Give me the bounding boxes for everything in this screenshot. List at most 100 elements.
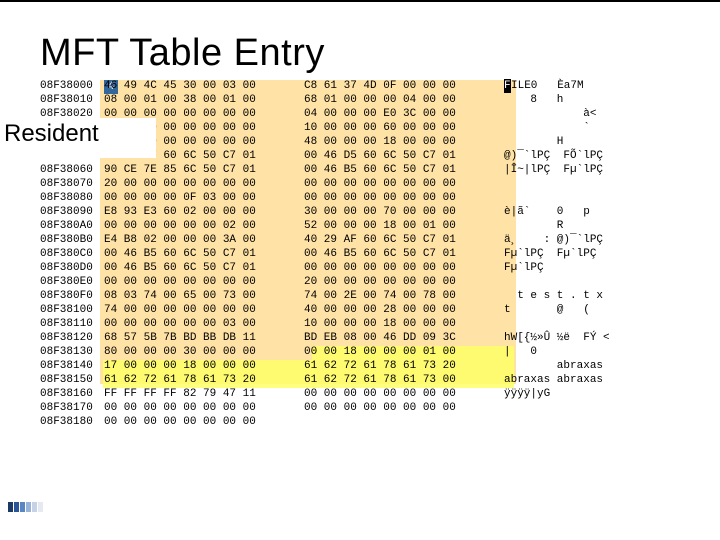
hex-left-cell: 00 00 00 00 00 00 00 00 — [104, 275, 304, 289]
addr-cell: 08F38140 — [40, 359, 104, 373]
hex-right-cell: 00 00 18 00 00 00 01 00 — [304, 345, 504, 359]
hex-left-cell: 00 00 00 00 00 00 00 00 — [104, 415, 304, 429]
hex-row: 08F3810074 00 00 00 00 00 00 00 40 00 00… — [40, 303, 680, 317]
slide-container: MFT Table Entry 4 08F3800046 49 4C 45 30… — [0, 0, 720, 540]
addr-cell: 08F38010 — [40, 93, 104, 107]
resident-overlay-box: Resident — [0, 118, 156, 158]
hex-right-cell: 10 00 00 00 60 00 00 00 — [304, 121, 504, 135]
hex-left-cell: 00 46 B5 60 6C 50 C7 01 — [104, 247, 304, 261]
ascii-cell: hW[{½»Û ½ë FÝ < — [504, 331, 680, 345]
ascii-cell: abraxas abraxas — [504, 373, 680, 387]
hex-left-cell: E8 93 E3 60 02 00 00 00 — [104, 205, 304, 219]
ascii-cell: Fµ`lPÇ Fµ`lPÇ — [504, 247, 680, 261]
ascii-cell: |Î~|lPÇ Fµ`lPÇ — [504, 163, 680, 177]
addr-cell: 08F38070 — [40, 177, 104, 191]
hex-right-cell: 04 00 00 00 E0 3C 00 00 — [304, 107, 504, 121]
ascii-cell: FILE0 Èa7M — [504, 79, 680, 93]
ascii-cell: è|ã` 0 p — [504, 205, 680, 219]
hex-row: 08F3801008 00 01 00 38 00 01 00 68 01 00… — [40, 93, 680, 107]
hex-left-cell: FF FF FF FF 82 79 47 11 — [104, 387, 304, 401]
addr-cell: 08F38180 — [40, 415, 104, 429]
hex-right-cell: 00 46 B5 60 6C 50 C7 01 — [304, 163, 504, 177]
hex-row: 08F3813080 00 00 00 30 00 00 00 00 00 18… — [40, 345, 680, 359]
ascii-cell: t e s t . t x — [504, 289, 680, 303]
hex-left-cell: 00 00 00 00 00 00 03 00 — [104, 317, 304, 331]
hex-row: 08F3812068 57 5B 7B BD BB DB 11 BD EB 08… — [40, 331, 680, 345]
hex-right-cell: 20 00 00 00 00 00 00 00 — [304, 275, 504, 289]
hex-row: 08F3807020 00 00 00 00 00 00 00 00 00 00… — [40, 177, 680, 191]
addr-cell: 08F38000 — [40, 79, 104, 93]
ascii-cell: 8 h — [504, 93, 680, 107]
resident-overlay-label: Resident — [4, 120, 99, 147]
slide-accent-bar — [8, 502, 44, 512]
slide-title: MFT Table Entry — [40, 32, 680, 75]
hex-row: 08F3814017 00 00 00 18 00 00 00 61 62 72… — [40, 359, 680, 373]
addr-cell: 08F380E0 — [40, 275, 104, 289]
ascii-cell: R — [504, 219, 680, 233]
hex-right-cell: 00 00 00 00 00 00 00 00 — [304, 191, 504, 205]
hex-right-cell: BD EB 08 00 46 DD 09 3C — [304, 331, 504, 345]
addr-cell: 08F38080 — [40, 191, 104, 205]
ascii-cell: | 0 — [504, 345, 680, 359]
hex-row: 08F3811000 00 00 00 00 00 03 00 10 00 00… — [40, 317, 680, 331]
hex-row: 08F3815061 62 72 61 78 61 73 20 61 62 72… — [40, 373, 680, 387]
ascii-cell: abraxas — [504, 359, 680, 373]
hex-left-cell: 08 03 74 00 65 00 73 00 — [104, 289, 304, 303]
hex-right-cell: 00 46 D5 60 6C 50 C7 01 — [304, 149, 504, 163]
accent-swatch — [32, 502, 37, 512]
ascii-cell: H — [504, 135, 680, 149]
hex-right-cell: 40 29 AF 60 6C 50 C7 01 — [304, 233, 504, 247]
hex-left-cell: 20 00 00 00 00 00 00 00 — [104, 177, 304, 191]
hex-row: 08F380E000 00 00 00 00 00 00 00 20 00 00… — [40, 275, 680, 289]
hex-row: 08F380B0E4 B8 02 00 00 00 3A 00 40 29 AF… — [40, 233, 680, 247]
hex-left-cell: 17 00 00 00 18 00 00 00 — [104, 359, 304, 373]
hex-right-cell: 61 62 72 61 78 61 73 00 — [304, 373, 504, 387]
hex-right-cell: C8 61 37 4D 0F 00 00 00 — [304, 79, 504, 93]
hex-row: 08F38160FF FF FF FF 82 79 47 11 00 00 00… — [40, 387, 680, 401]
hex-row: 08F380A000 00 00 00 00 00 02 00 52 00 00… — [40, 219, 680, 233]
hex-row: 08F380D000 46 B5 60 6C 50 C7 01 00 00 00… — [40, 261, 680, 275]
hex-row: 08F380F008 03 74 00 65 00 73 00 74 00 2E… — [40, 289, 680, 303]
addr-cell: 08F38170 — [40, 401, 104, 415]
hex-left-cell: 68 57 5B 7B BD BB DB 11 — [104, 331, 304, 345]
hex-left-cell: 61 62 72 61 78 61 73 20 — [104, 373, 304, 387]
hex-row: 08F3808000 00 00 00 0F 03 00 00 00 00 00… — [40, 191, 680, 205]
addr-cell: 08F380C0 — [40, 247, 104, 261]
accent-swatch — [14, 502, 19, 512]
hex-row: 08F3817000 00 00 00 00 00 00 00 00 00 00… — [40, 401, 680, 415]
ascii-cell: ` — [504, 121, 680, 135]
hex-left-cell: 00 46 B5 60 6C 50 C7 01 — [104, 261, 304, 275]
hex-left-cell: 00 00 00 00 00 00 02 00 — [104, 219, 304, 233]
hex-right-cell: 68 01 00 00 00 04 00 00 — [304, 93, 504, 107]
ascii-cell: @)¯`lPÇ FÕ`lPÇ — [504, 149, 680, 163]
hex-right-cell: 00 00 00 00 00 00 00 00 — [304, 177, 504, 191]
addr-cell: 08F38060 — [40, 163, 104, 177]
hex-right-cell: 10 00 00 00 18 00 00 00 — [304, 317, 504, 331]
hex-left-cell: E4 B8 02 00 00 00 3A 00 — [104, 233, 304, 247]
hex-right-cell: 52 00 00 00 18 00 01 00 — [304, 219, 504, 233]
hex-row: 08F3800046 49 4C 45 30 00 03 00 C8 61 37… — [40, 79, 680, 93]
ascii-cell: Fµ`lPÇ — [504, 261, 680, 275]
hex-right-cell: 00 00 00 00 00 00 00 00 — [304, 401, 504, 415]
addr-cell: 08F38120 — [40, 331, 104, 345]
accent-swatch — [38, 502, 43, 512]
hex-right-cell: 61 62 72 61 78 61 73 20 — [304, 359, 504, 373]
accent-swatch — [20, 502, 25, 512]
addr-cell: 08F38090 — [40, 205, 104, 219]
addr-cell: 08F38100 — [40, 303, 104, 317]
hex-row: 08F380C000 46 B5 60 6C 50 C7 01 00 46 B5… — [40, 247, 680, 261]
hex-row: 08F3806090 CE 7E 85 6C 50 C7 01 00 46 B5… — [40, 163, 680, 177]
addr-cell: 08F380F0 — [40, 289, 104, 303]
hex-left-cell: 00 00 00 00 0F 03 00 00 — [104, 191, 304, 205]
hex-right-cell: 40 00 00 00 28 00 00 00 — [304, 303, 504, 317]
accent-swatch — [26, 502, 31, 512]
hex-right-cell: 48 00 00 00 18 00 00 00 — [304, 135, 504, 149]
addr-cell: 08F380B0 — [40, 233, 104, 247]
hex-left-cell: 00 00 00 00 00 00 00 00 — [104, 401, 304, 415]
ascii-cell: ä¸ : @)¯`lPÇ — [504, 233, 680, 247]
hex-row: 08F3818000 00 00 00 00 00 00 00 — [40, 415, 680, 429]
addr-cell: 08F38110 — [40, 317, 104, 331]
hex-right-cell: 00 00 00 00 00 00 00 00 — [304, 387, 504, 401]
hex-left-cell: 74 00 00 00 00 00 00 00 — [104, 303, 304, 317]
accent-swatch — [8, 502, 13, 512]
